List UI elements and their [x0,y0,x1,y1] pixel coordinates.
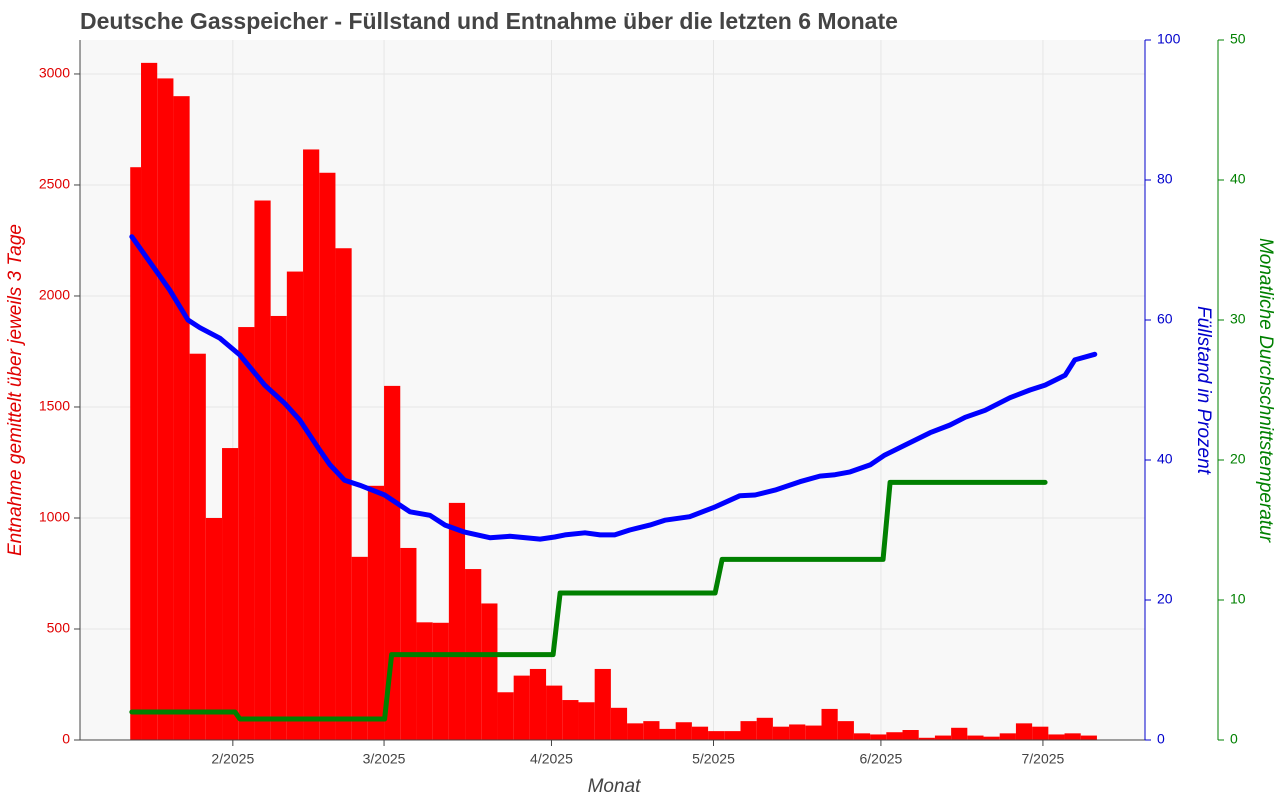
bar [853,733,871,740]
bar [708,731,725,740]
bar [951,727,968,740]
bar [448,502,466,740]
bar [902,730,919,740]
y2-tick-label: 80 [1157,171,1173,187]
bar [319,172,336,740]
y-tick-label: 500 [47,620,71,636]
y3-tick-label: 40 [1230,171,1246,187]
bar [481,603,498,740]
bar [351,556,368,740]
x-tick-label: 2/2025 [211,751,254,767]
bar [772,726,790,740]
bar [416,622,433,740]
bar [335,248,352,741]
y2-tick-label: 0 [1157,731,1165,747]
bar [1048,734,1065,740]
x-axis-label: Monat [588,776,642,797]
line [129,234,1098,542]
bar [724,731,741,740]
bar [837,721,854,740]
y-tick-label: 1000 [39,509,70,525]
bar [934,735,952,740]
bar [659,728,676,740]
chart-title: Deutsche Gasspeicher - Füllstand und Ent… [80,8,898,34]
bar [805,725,822,740]
bar [1080,735,1097,740]
bar [286,271,304,740]
y2-tick-label: 40 [1157,451,1173,467]
x-tick-label: 5/2025 [692,751,735,767]
bar [400,547,417,740]
bar [1064,733,1081,740]
bar [627,723,644,740]
y-axis-label: Entnahme gemittelt über jeweils 3 Tage [5,224,26,556]
bar [189,353,206,740]
bar [999,733,1016,740]
y-tick-label: 1500 [39,398,70,414]
bar [675,722,692,740]
bar [578,702,595,740]
line [129,479,1048,722]
y3-tick-label: 20 [1230,451,1246,467]
y2-tick-label: 20 [1157,591,1173,607]
x-tick-label: 7/2025 [1022,751,1065,767]
bar [303,149,320,741]
bar [157,78,174,741]
bar [967,735,984,740]
y-tick-label: 2500 [39,176,70,192]
bar [1015,723,1033,740]
bar [594,668,611,740]
bar [756,717,773,740]
bar [497,692,514,740]
bar [205,517,223,740]
bar [141,62,158,740]
bar [789,724,806,740]
bar [254,200,271,740]
bar [367,485,385,740]
bar [130,167,142,741]
bar [529,668,547,740]
y3-tick-label: 10 [1230,591,1246,607]
y3-tick-label: 30 [1230,311,1246,327]
bar [432,622,449,740]
y2-axis-label: Füllstand in Prozent [1193,306,1214,475]
bar [610,707,628,740]
bar [238,327,255,740]
bar [886,732,903,740]
bar [222,448,239,740]
y-tick-label: 0 [62,731,70,747]
bar [562,700,579,740]
bar [173,96,190,741]
bar [1032,726,1049,740]
y-tick-label: 2000 [39,287,70,303]
y2-tick-label: 60 [1157,311,1173,327]
bar [513,675,530,740]
bar [546,685,563,740]
bar [821,708,838,740]
y2-tick-label: 100 [1157,31,1181,47]
bar [870,734,887,740]
y3-tick-label: 0 [1230,731,1238,747]
bar [691,726,709,740]
bar [740,721,757,740]
y-tick-label: 3000 [39,65,70,81]
x-tick-label: 3/2025 [363,751,406,767]
y3-tick-label: 50 [1230,31,1246,47]
bar [643,721,660,740]
bar [983,736,1000,740]
y3-axis-label: Monatliche Durchschnittstemperatur [1255,238,1276,543]
bar [918,737,935,740]
bar [270,315,287,740]
bar [384,385,401,740]
x-tick-label: 6/2025 [859,751,902,767]
x-tick-label: 4/2025 [530,751,573,767]
